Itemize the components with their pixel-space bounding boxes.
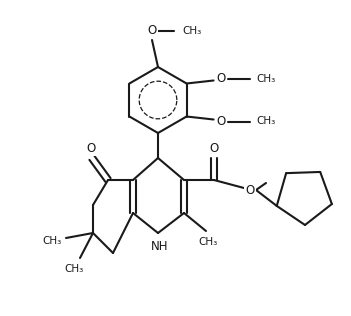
Text: NH: NH [151, 240, 169, 252]
Text: CH₃: CH₃ [256, 74, 275, 83]
Text: CH₃: CH₃ [42, 236, 62, 246]
Text: O: O [245, 184, 254, 197]
Text: O: O [86, 143, 95, 155]
Text: O: O [216, 72, 225, 85]
Text: O: O [216, 115, 225, 128]
Text: O: O [147, 25, 157, 38]
Text: CH₃: CH₃ [183, 26, 201, 36]
Text: O: O [210, 143, 219, 155]
Text: CH₃: CH₃ [64, 264, 84, 274]
Text: CH₃: CH₃ [256, 117, 275, 126]
Text: CH₃: CH₃ [198, 237, 218, 247]
